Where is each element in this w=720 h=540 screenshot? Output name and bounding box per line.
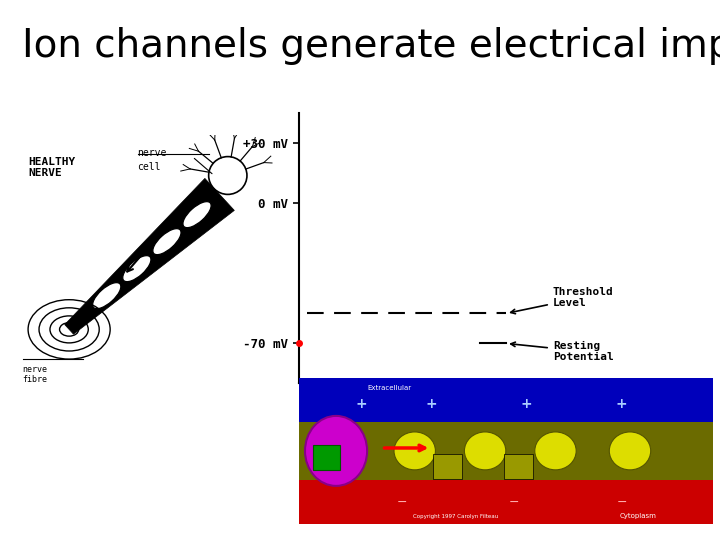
Text: +: + (521, 397, 532, 411)
Text: +: + (426, 397, 437, 411)
Text: Extracellular: Extracellular (368, 385, 412, 392)
Text: Copyright 1997 Carolyn Filteau: Copyright 1997 Carolyn Filteau (413, 514, 499, 518)
Bar (433, 454, 462, 478)
Text: +: + (616, 397, 628, 411)
Ellipse shape (153, 228, 181, 255)
Polygon shape (65, 178, 234, 334)
Text: −: − (509, 495, 519, 509)
Text: Ion channels generate electrical impulses: Ion channels generate electrical impulse… (22, 27, 720, 65)
Ellipse shape (535, 432, 576, 470)
Ellipse shape (305, 416, 367, 486)
Text: −: − (397, 495, 408, 509)
Text: Time (ms): Time (ms) (369, 403, 436, 416)
Ellipse shape (394, 432, 436, 470)
Bar (504, 454, 533, 478)
Text: −: − (616, 495, 627, 509)
Ellipse shape (93, 282, 121, 309)
Text: HEALTHY
NERVE: HEALTHY NERVE (28, 157, 76, 178)
Ellipse shape (122, 255, 151, 282)
Text: cell: cell (138, 162, 161, 172)
Bar (313, 445, 341, 470)
Text: +: + (355, 397, 366, 411)
Ellipse shape (183, 201, 211, 228)
Bar (299, 378, 713, 422)
Bar (299, 480, 713, 524)
Ellipse shape (609, 432, 651, 470)
Text: Cytoplasm: Cytoplasm (620, 512, 657, 518)
Ellipse shape (464, 432, 505, 470)
Text: 1 ms: 1 ms (483, 403, 513, 416)
Text: nerve: nerve (22, 364, 48, 374)
Text: Resting
Potential: Resting Potential (510, 341, 613, 362)
Text: Threshold
Level: Threshold Level (510, 287, 613, 314)
Text: nerve: nerve (138, 148, 167, 159)
Bar (299, 422, 713, 480)
Text: fibre: fibre (22, 375, 48, 384)
